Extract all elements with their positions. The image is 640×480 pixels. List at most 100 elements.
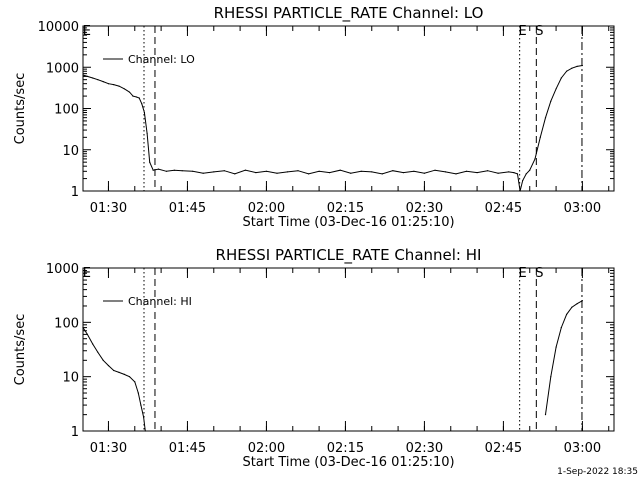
data-point [522, 179, 524, 182]
y-tick-label: 10 [62, 371, 79, 386]
data-point [423, 172, 425, 174]
timestamp-footer: 1-Sep-2022 18:35 [557, 467, 638, 477]
data-point [128, 91, 131, 93]
x-tick-label: 02:15 [327, 201, 364, 216]
data-point [516, 173, 519, 175]
data-point [157, 168, 160, 170]
data-point [560, 327, 562, 329]
event-marker-label: E [519, 24, 527, 39]
data-point [107, 83, 110, 85]
x-tick-label: 01:30 [90, 441, 127, 456]
data-point [118, 371, 120, 373]
x-tick-label: 02:30 [406, 441, 443, 456]
data-point [444, 171, 447, 173]
chart-panel-2: RHESSI PARTICLE_RATE Channel: HI 1 10 100 10… [13, 246, 615, 470]
legend-label: Channel: LO [128, 53, 195, 66]
data-point [192, 170, 194, 172]
data-point [82, 74, 84, 76]
data-point [476, 172, 478, 174]
data-point [581, 300, 584, 302]
data-point [143, 416, 145, 418]
data-point [234, 173, 236, 175]
series-line [82, 327, 146, 432]
y-tick-label: 1000 [46, 262, 79, 277]
data-point [465, 170, 468, 172]
data-point [318, 170, 320, 172]
data-point [329, 172, 331, 174]
data-point [173, 169, 175, 171]
legend-label: Channel: HI [128, 295, 192, 308]
data-point [138, 97, 140, 99]
data-point [276, 172, 278, 174]
data-point [86, 75, 88, 77]
chart-title: RHESSI PARTICLE_RATE Channel: LO [214, 4, 484, 23]
data-point [534, 158, 536, 160]
data-point [381, 173, 383, 175]
data-point [297, 170, 299, 172]
data-point [244, 169, 246, 171]
event-marker-label: S [535, 266, 543, 281]
data-point [149, 161, 151, 163]
y-tick-label: 10000 [38, 20, 79, 35]
data-point [97, 79, 99, 81]
data-point [550, 376, 552, 378]
data-point [92, 77, 94, 79]
data-point [132, 95, 134, 97]
data-point [566, 70, 568, 72]
x-tick-label: 02:30 [406, 201, 443, 216]
data-point [146, 132, 148, 134]
event-marker-label: E [519, 266, 527, 281]
data-point [102, 81, 104, 83]
x-tick-label: 01:45 [169, 441, 206, 456]
y-tick-label: 100 [54, 316, 79, 331]
data-point [513, 172, 515, 174]
x-tick-label: 01:30 [90, 201, 127, 216]
data-point [140, 404, 142, 406]
data-point [360, 170, 362, 172]
series-line [545, 300, 583, 415]
data-point [392, 170, 394, 172]
data-point [97, 351, 99, 353]
y-axis-label: Counts/sec [13, 314, 28, 386]
data-point [113, 369, 115, 372]
data-point [576, 65, 578, 67]
x-tick-label: 02:15 [327, 441, 364, 456]
data-point [107, 365, 110, 367]
data-point [123, 88, 125, 90]
data-point [544, 117, 547, 119]
data-point [525, 173, 527, 175]
data-point [82, 327, 84, 329]
data-point [508, 171, 510, 173]
data-point [202, 172, 204, 174]
data-point [571, 67, 573, 69]
data-point [102, 359, 104, 361]
data-point [144, 430, 146, 432]
plot-frame [82, 25, 615, 192]
data-point [413, 170, 415, 172]
data-point [497, 172, 499, 174]
x-tick-label: 02:45 [485, 201, 522, 216]
data-point [529, 169, 531, 171]
data-point [339, 169, 341, 171]
x-tick-label: 01:45 [169, 201, 206, 216]
plot-frame [82, 267, 615, 432]
y-tick-label: 1000 [46, 61, 79, 76]
data-point [86, 333, 88, 335]
data-point [134, 381, 136, 383]
event-marker-label: S [535, 24, 543, 39]
event-marker-label: E [83, 24, 91, 39]
data-point [576, 303, 578, 305]
data-point [555, 88, 557, 90]
series-line [82, 65, 583, 192]
data-point [128, 376, 131, 378]
data-point [455, 173, 457, 175]
data-point [113, 84, 115, 86]
chart-title: RHESSI PARTICLE_RATE Channel: HI [216, 246, 482, 265]
data-point [286, 171, 289, 173]
data-point [550, 100, 552, 102]
data-point [143, 111, 145, 114]
x-tick-label: 03:00 [564, 201, 601, 216]
data-point [118, 85, 120, 87]
y-tick-label: 100 [54, 103, 79, 118]
